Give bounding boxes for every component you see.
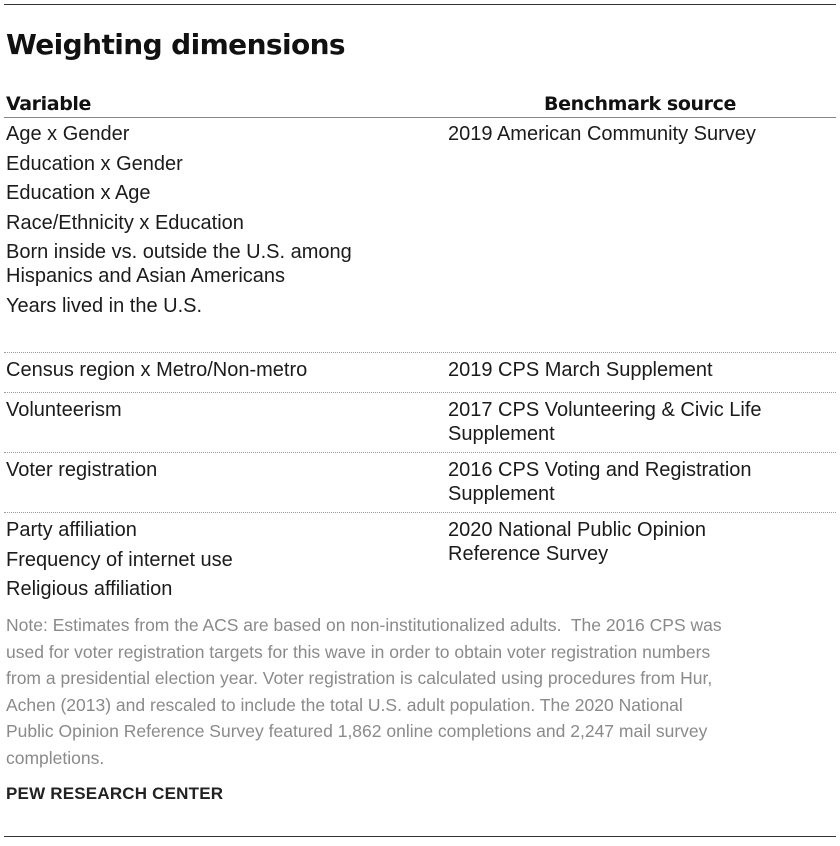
variable-text: Hispanics and Asian Americans [6,265,286,287]
variable-cell: Census region x Metro/Non-metro [6,358,426,388]
source-label: PEW RESEARCH CENTER [6,784,224,803]
variable-text: Religious affiliation [6,578,173,600]
benchmark-text: 2017 CPS Volunteering & Civic Life [448,399,762,421]
variable-cell: Volunteerism [6,398,426,428]
variable-item: Frequency of internet use [6,548,426,572]
header-rule [4,117,836,118]
note-line: completions. [6,747,105,768]
benchmark-text: Supplement [448,483,555,505]
note-line: Public Opinion Reference Survey featured… [6,721,708,741]
variable-text: Frequency of internet use [6,548,233,571]
benchmark-text: Reference Survey [448,543,609,565]
variable-text: Years lived in the U.S. [6,294,203,317]
benchmark-cell: 2019 American Community Survey [448,122,838,146]
row-separator [4,452,836,453]
benchmark-text: Supplement [448,423,555,445]
benchmark-cell: 2016 CPS Voting and Registration Suppleme… [448,458,838,506]
row-separator [4,392,836,393]
note-line: from a presidential election year. Voter… [6,668,713,688]
benchmark-cell: 2019 CPS March Supplement [448,358,838,382]
variable-item: Born inside vs. outside the U.S. among Hi… [6,240,426,288]
variable-item: Race/Ethnicity x Education [6,211,426,235]
variable-cell: Voter registration [6,458,426,488]
variable-item: Education x Gender [6,152,426,176]
variable-text: Age x Gender [6,123,130,145]
variable-item: Volunteerism [6,398,426,422]
variable-item: Voter registration [6,458,426,482]
column-header-variable: Variable [6,93,91,115]
variable-item: Religious affiliation [6,577,426,601]
variable-item: Years lived in the U.S. [6,294,426,318]
variable-text: Education x Age [6,182,151,204]
variable-item: Party affiliation [6,518,426,542]
bottom-rule [4,836,836,837]
variable-item: Census region x Metro/Non-metro [6,358,426,382]
top-rule [4,4,836,5]
variable-text: Census region x Metro/Non-metro [6,359,308,381]
note: Note: Estimates from the ACS are based o… [6,612,832,771]
benchmark-cell: 2020 National Public Opinion Reference Su… [448,518,838,566]
variable-cell: Age x Gender Education x Gender Education … [6,122,426,323]
variable-cell: Party affiliation Frequency of internet u… [6,518,426,607]
benchmark-text: 2016 CPS Voting and Registration [448,459,752,481]
variable-text: Party affiliation [6,519,137,541]
benchmark-text: 2019 CPS March Supplement [448,359,713,381]
row-separator [4,512,836,513]
row-separator [4,352,836,353]
variable-text: Race/Ethnicity x Education [6,211,244,234]
column-header-benchmark: Benchmark source [544,93,736,115]
variable-text: Volunteerism [6,399,122,421]
variable-text: Education x Gender [6,152,183,175]
note-line: used for voter registration targets for … [6,641,711,662]
benchmark-text: 2020 National Public Opinion [448,519,706,541]
note-line: Achen (2013) and rescaled to include the… [6,694,683,715]
benchmark-text: 2019 American Community Survey [448,123,756,145]
page-title: Weighting dimensions [6,28,346,61]
variable-text: Born inside vs. outside the U.S. among [6,241,352,263]
benchmark-cell: 2017 CPS Volunteering & Civic Life Supple… [448,398,838,446]
variable-item: Education x Age [6,181,426,205]
variable-text: Voter registration [6,459,158,481]
note-line: Note: Estimates from the ACS are based o… [6,615,722,635]
variable-item: Age x Gender [6,122,426,146]
